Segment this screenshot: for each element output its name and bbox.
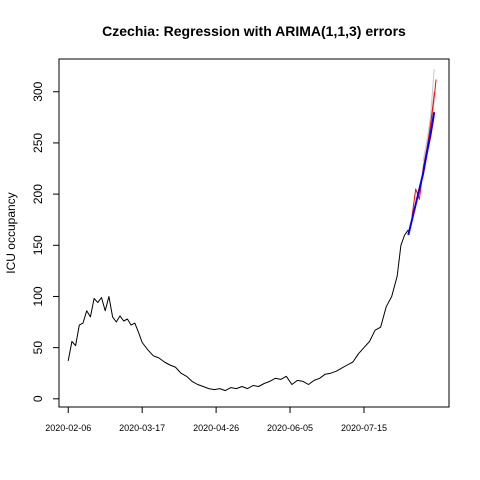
series-line-0 — [67, 229, 409, 392]
x-axis: 2020-02-06 2020-03-17 2020-04-26 2020-06-05… — [45, 406, 387, 433]
x-tick-label: 2020-06-05 — [267, 423, 313, 433]
plot-frame — [58, 58, 450, 408]
y-tick-label: 300 — [31, 81, 45, 101]
series-line-1 — [407, 112, 436, 236]
series-line-4 — [422, 69, 435, 162]
y-axis-label: ICU occupancy — [4, 192, 18, 273]
x-tick-label: 2020-04-26 — [193, 423, 239, 433]
chart-title: Czechia: Regression with ARIMA(1,1,3) er… — [102, 23, 406, 39]
y-tick-label: 150 — [31, 235, 45, 255]
y-tick-label: 100 — [31, 286, 45, 306]
y-axis: 0 50 100 150 200 250 300 — [31, 81, 60, 402]
series-layer — [67, 69, 437, 392]
y-tick-label: 250 — [31, 133, 45, 153]
series-line-2 — [411, 79, 437, 217]
y-tick-label: 200 — [31, 184, 45, 204]
y-tick-label: 50 — [31, 341, 45, 355]
x-tick-label: 2020-03-17 — [119, 423, 165, 433]
x-tick-label: 2020-02-06 — [45, 423, 91, 433]
y-tick-label: 0 — [31, 395, 45, 402]
x-tick-label: 2020-07-15 — [341, 423, 387, 433]
